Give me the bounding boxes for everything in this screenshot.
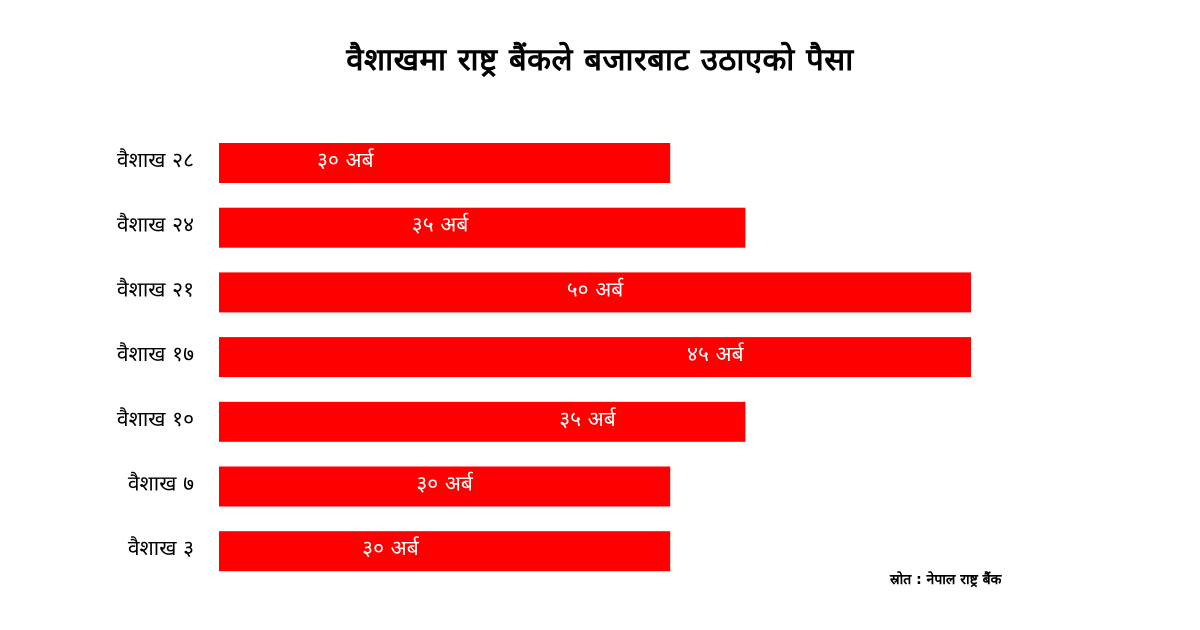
data-label: ३० अर्ब	[416, 472, 474, 496]
category-label: वैशाख २१	[117, 277, 194, 301]
data-label: ३० अर्ब	[317, 148, 375, 172]
bar	[219, 531, 671, 572]
category-label: वैशाख १०	[117, 407, 194, 431]
category-label: वैशाख २४	[117, 213, 194, 237]
category-label: वैशाख २८	[117, 148, 194, 172]
source-note: स्रोत : नेपाल राष्ट्र बैंक	[890, 572, 1002, 588]
data-label: ३५ अर्ब	[412, 213, 470, 237]
category-label: वैशाख ७	[128, 472, 194, 496]
bar	[219, 143, 671, 183]
bar	[219, 207, 746, 248]
category-label: वैशाख ३	[128, 536, 194, 560]
bar	[219, 466, 671, 507]
data-label: ३० अर्ब	[362, 536, 420, 560]
bar	[219, 401, 746, 442]
category-label: वैशाख १७	[117, 342, 194, 366]
bar	[219, 337, 971, 378]
data-label: ३५ अर्ब	[559, 407, 617, 431]
bar	[219, 272, 971, 313]
chart-title: वैशाखमा राष्ट्र बैंकले बजारबाट उठाएको पै…	[346, 42, 854, 78]
data-label: ४५ अर्ब	[687, 342, 745, 366]
data-label: ५० अर्ब	[567, 277, 625, 301]
